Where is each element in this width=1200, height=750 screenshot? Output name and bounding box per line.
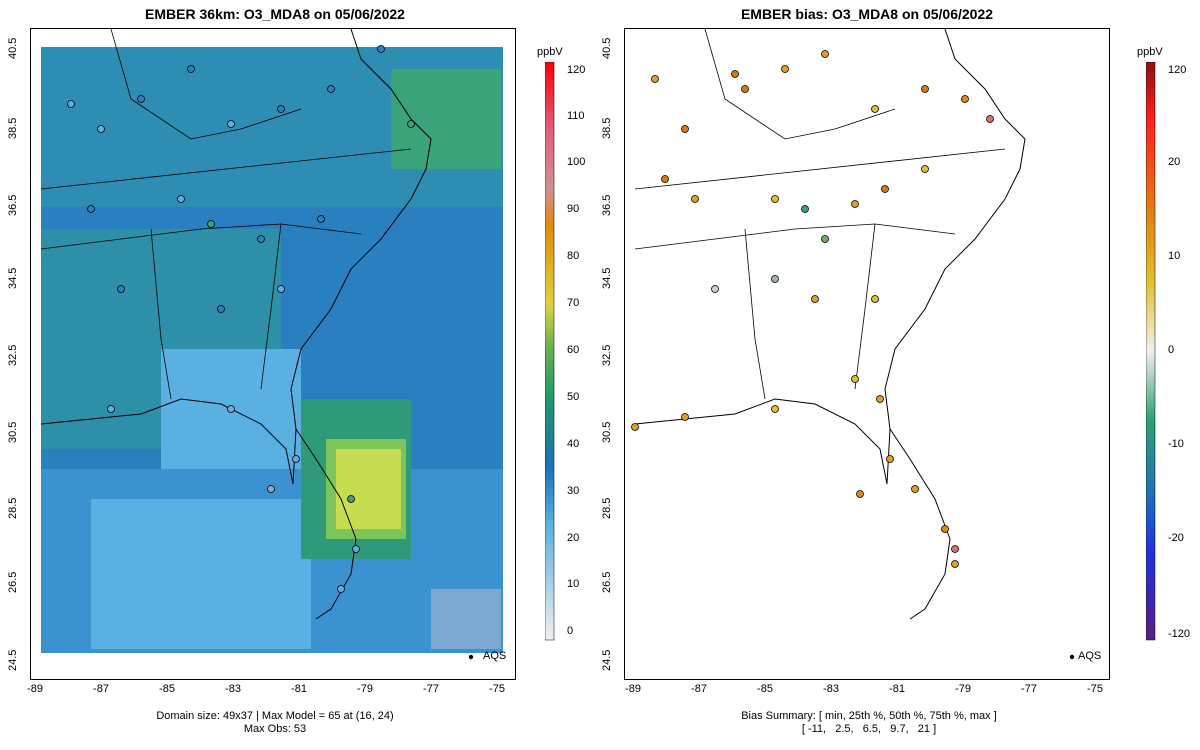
left-colorbar-unit: ppbV — [537, 46, 563, 58]
right-footer-line2: [ -11, 2.5, 6.5, 9.7, 21 ] — [801, 723, 937, 735]
left-footer-line2: Max Obs: 53 — [243, 723, 307, 735]
cb-tick: 100 — [567, 156, 586, 168]
x-tick: -85 — [159, 683, 175, 695]
aqs-legend-marker — [468, 654, 474, 660]
y-tick: 28.5 — [601, 497, 613, 519]
x-tick: -81 — [291, 683, 307, 695]
y-tick: 36.5 — [601, 194, 613, 216]
x-tick: -87 — [93, 683, 109, 695]
cb-tick: -20 — [1168, 532, 1184, 544]
y-tick: 38.5 — [601, 117, 613, 139]
y-tick: 26.5 — [7, 571, 19, 593]
cb-tick: 120 — [567, 64, 586, 76]
left-legend-aqs: AQS — [483, 650, 507, 662]
right-colorbar — [1146, 62, 1156, 641]
y-tick: 36.5 — [7, 194, 19, 216]
y-tick: 30.5 — [7, 421, 19, 443]
x-tick: -87 — [691, 683, 707, 695]
y-tick: 24.5 — [7, 649, 19, 671]
y-tick: 38.5 — [7, 117, 19, 139]
right-footer-line1: Bias Summary: [ min, 25th %, 50th %, 75t… — [741, 710, 997, 722]
x-tick: -81 — [889, 683, 905, 695]
y-tick: 32.5 — [7, 344, 19, 366]
cb-tick: 110 — [567, 110, 585, 122]
cb-tick: 70 — [567, 297, 580, 309]
y-tick: 34.5 — [601, 267, 613, 289]
x-tick: -89 — [625, 683, 641, 695]
right-colorbar-unit: ppbV — [1137, 46, 1163, 58]
right-panel-title: EMBER bias: O3_MDA8 on 05/06/2022 — [740, 6, 994, 22]
cb-tick: 10 — [567, 578, 580, 590]
cb-tick: 50 — [567, 391, 580, 403]
left-footer-line1: Domain size: 49x37 | Max Model = 65 at (… — [156, 710, 394, 722]
cb-tick: 120 — [1168, 64, 1187, 76]
cb-tick: 30 — [567, 485, 580, 497]
x-tick: -89 — [27, 683, 43, 695]
cb-tick: 60 — [567, 344, 580, 356]
y-tick: 34.5 — [7, 267, 19, 289]
x-tick: -83 — [225, 683, 241, 695]
cb-tick: 80 — [567, 250, 580, 262]
y-tick: 24.5 — [601, 649, 613, 671]
aqs-legend-marker — [1069, 654, 1075, 660]
left-panel-title: EMBER 36km: O3_MDA8 on 05/06/2022 — [145, 6, 405, 22]
x-tick: -79 — [357, 683, 373, 695]
cb-tick: 90 — [567, 203, 580, 215]
left-map[interactable] — [30, 28, 516, 680]
y-tick: 30.5 — [601, 421, 613, 443]
y-tick: 28.5 — [7, 497, 19, 519]
x-tick: -75 — [1087, 683, 1103, 695]
right-map-canvas — [631, 29, 1075, 660]
cb-tick: 0 — [1168, 344, 1175, 356]
right-legend-aqs: AQS — [1078, 650, 1102, 662]
right-map[interactable] — [624, 28, 1110, 680]
cb-tick: -120 — [1168, 628, 1191, 640]
x-tick: -83 — [823, 683, 839, 695]
cb-tick: 10 — [1168, 250, 1181, 262]
x-tick: -77 — [423, 683, 439, 695]
y-tick: 32.5 — [601, 344, 613, 366]
cb-tick: 40 — [567, 438, 580, 450]
x-tick: -77 — [1021, 683, 1037, 695]
y-tick: 40.5 — [601, 37, 613, 59]
cb-tick: 20 — [1168, 156, 1181, 168]
cb-tick: -10 — [1168, 438, 1184, 450]
y-tick: 40.5 — [7, 37, 19, 59]
y-tick: 26.5 — [601, 571, 613, 593]
cb-tick: 20 — [567, 532, 580, 544]
left-map-canvas — [40, 29, 503, 660]
x-tick: -75 — [489, 683, 505, 695]
left-colorbar — [545, 62, 555, 641]
x-tick: -85 — [757, 683, 773, 695]
cb-tick: 0 — [567, 625, 574, 637]
x-tick: -79 — [955, 683, 971, 695]
